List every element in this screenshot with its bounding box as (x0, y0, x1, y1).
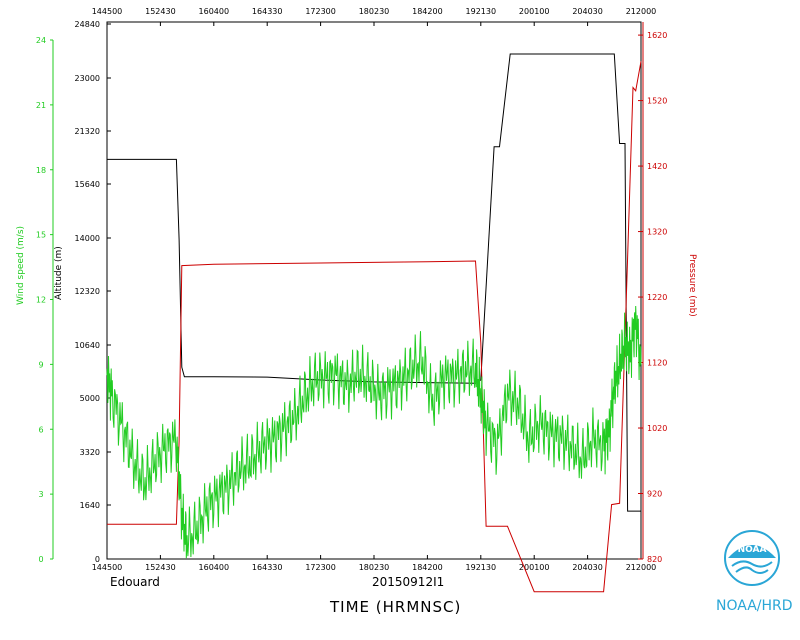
noaa-hrd-label: NOAA/HRD (716, 598, 793, 614)
pressure-tick-label: 820 (647, 555, 662, 564)
x-tick-label-top: 184200 (412, 7, 443, 16)
wind-tick-label: 3 (38, 490, 43, 499)
noaa-logo-text: NOAA (738, 545, 767, 555)
series-line-altitude (107, 53, 641, 512)
wind-tick-label: 21 (36, 101, 46, 110)
pressure-tick-label: 1420 (647, 162, 667, 171)
x-tick-label-top: 164330 (252, 7, 283, 16)
pressure-tick-label: 1520 (647, 97, 667, 106)
altitude-tick-label: 5000 (80, 394, 100, 403)
wind-tick-label: 15 (36, 231, 46, 240)
x-tick-label-top: 144500 (92, 7, 123, 16)
altitude-tick-label: 15640 (75, 180, 100, 189)
wind-tick-label: 0 (38, 555, 43, 564)
pressure-tick-label: 920 (647, 490, 662, 499)
altitude-tick-label: 14000 (75, 234, 100, 243)
wind-axis-title: Wind speed (m/s) (16, 225, 26, 305)
altitude-tick-label: 10640 (75, 341, 100, 350)
pressure-tick-label: 1220 (647, 293, 667, 302)
x-tick-label-top: 172300 (305, 7, 336, 16)
x-tick-label-bottom: 204030 (572, 563, 603, 572)
x-tick-label-bottom: 200100 (519, 563, 550, 572)
pressure-tick-label: 1620 (647, 31, 667, 40)
x-tick-label-bottom: 160400 (199, 563, 230, 572)
x-tick-label-bottom: 152430 (145, 563, 176, 572)
altitude-tick-label: 23000 (75, 74, 100, 83)
altitude-tick-label: 12320 (75, 287, 100, 296)
x-tick-label-top: 200100 (519, 7, 550, 16)
x-tick-label-top: 204030 (572, 7, 603, 16)
altitude-tick-label: 21320 (75, 127, 100, 136)
x-tick-label-bottom: 144500 (92, 563, 123, 572)
pressure-axis-title: Pressure (mb) (687, 254, 697, 317)
pressure-tick-label: 1120 (647, 359, 667, 368)
pressure-tick-label: 1320 (647, 228, 667, 237)
storm-name: Edouard (110, 575, 160, 589)
wind-tick-label: 18 (36, 166, 46, 175)
altitude-axis-title: Altitude (m) (54, 246, 64, 300)
noaa-logo-icon: NOAA (724, 530, 780, 586)
x-tick-label-top: 192130 (466, 7, 497, 16)
x-tick-label-top: 160400 (199, 7, 230, 16)
wind-tick-label: 12 (36, 296, 46, 305)
series-layer (106, 53, 642, 593)
x-tick-label-bottom: 180230 (359, 563, 390, 572)
wind-tick-label: 24 (36, 36, 46, 45)
tick-layer: 1445001445001524301524301604001604001643… (36, 7, 667, 572)
pressure-tick-label: 1020 (647, 424, 667, 433)
x-axis-title: TIME (HRMNSC) (330, 598, 462, 616)
x-tick-label-top: 180230 (359, 7, 390, 16)
x-tick-label-top: 152430 (145, 7, 176, 16)
altitude-tick-label: 0 (95, 555, 100, 564)
series-line-wind (106, 305, 642, 559)
wind-tick-label: 6 (38, 425, 43, 434)
x-tick-label-bottom: 172300 (305, 563, 336, 572)
x-tick-label-bottom: 192130 (466, 563, 497, 572)
altitude-tick-label: 1640 (80, 501, 100, 510)
x-tick-label-bottom: 184200 (412, 563, 443, 572)
flight-id: 20150912I1 (372, 575, 445, 589)
altitude-tick-label: 24840 (75, 20, 100, 29)
wind-tick-label: 9 (38, 360, 43, 369)
altitude-tick-label: 3320 (80, 448, 100, 457)
x-tick-label-bottom: 212000 (626, 563, 657, 572)
plot-border (106, 21, 642, 560)
x-tick-label-bottom: 164330 (252, 563, 283, 572)
series-line-pressure (107, 61, 642, 593)
x-tick-label-top: 212000 (626, 7, 657, 16)
